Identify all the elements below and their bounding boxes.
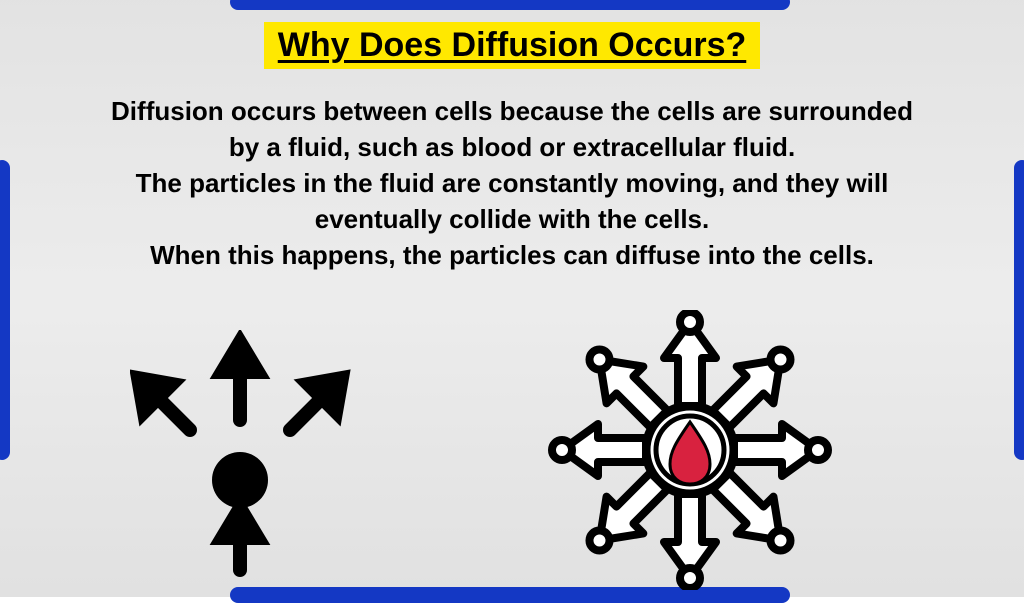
frame-edge-right	[1014, 160, 1024, 460]
title-container: Why Does Diffusion Occurs?	[0, 22, 1024, 69]
body-line-5: When this happens, the particles can dif…	[40, 238, 984, 272]
frame-edge-left	[0, 160, 10, 460]
blood-diffusion-icon	[540, 310, 840, 590]
body-line-2: by a fluid, such as blood or extracellul…	[40, 130, 984, 164]
body-text: Diffusion occurs between cells because t…	[40, 92, 984, 274]
frame-edge-top	[230, 0, 790, 10]
body-line-3: The particles in the fluid are constantl…	[40, 166, 984, 200]
body-line-4: eventually collide with the cells.	[40, 202, 984, 236]
particle-dispersion-icon	[130, 330, 390, 580]
page-title: Why Does Diffusion Occurs?	[264, 22, 761, 69]
body-line-1: Diffusion occurs between cells because t…	[40, 94, 984, 128]
